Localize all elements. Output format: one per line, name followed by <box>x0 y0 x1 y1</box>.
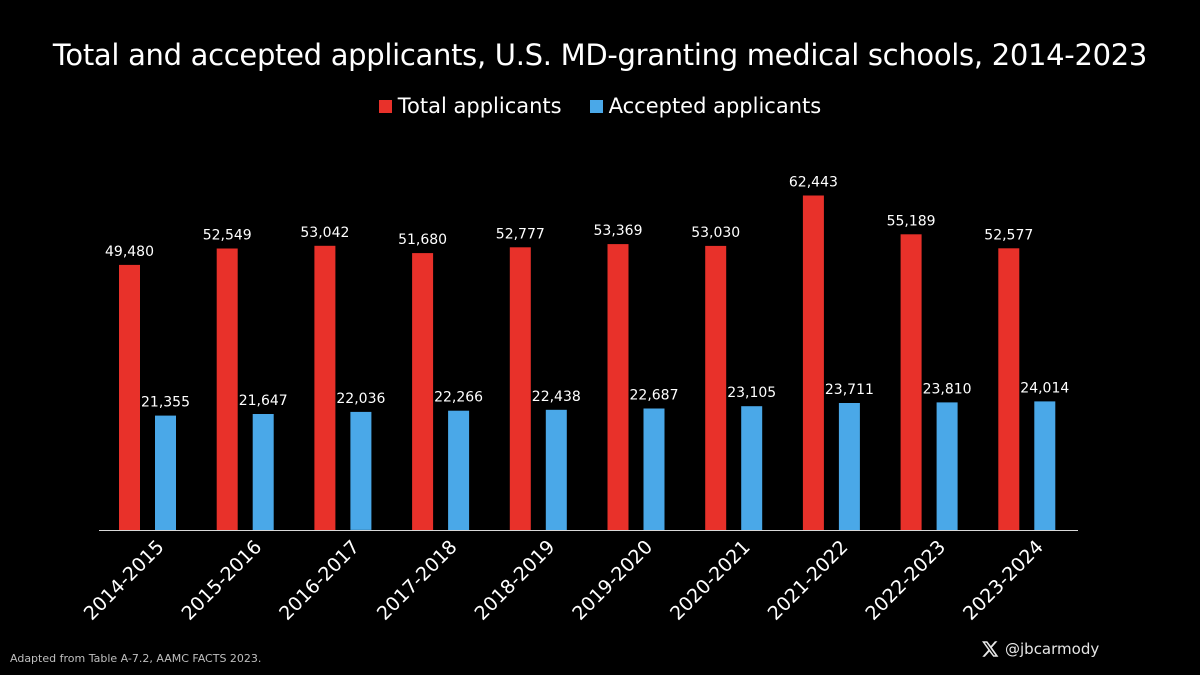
data-label-accepted: 22,036 <box>336 391 385 407</box>
data-label-total: 62,443 <box>789 175 838 191</box>
bar-accepted-applicants <box>1034 401 1056 530</box>
x-logo-icon <box>982 641 999 657</box>
x-tick-label: 2018-2019 <box>471 536 560 625</box>
author-handle: @jbcarmody <box>982 640 1099 658</box>
legend-swatch-total <box>378 99 392 113</box>
data-label-accepted: 22,687 <box>630 388 679 404</box>
bar-accepted-applicants <box>448 410 470 530</box>
legend-swatch-accepted <box>589 99 603 113</box>
data-label-total: 53,042 <box>300 225 349 241</box>
data-label-accepted: 22,438 <box>532 389 581 405</box>
x-tick-label: 2016-2017 <box>275 536 364 625</box>
bar-accepted-applicants <box>252 414 274 530</box>
x-tick-label: 2017-2018 <box>373 536 462 625</box>
legend-label-accepted: Accepted applicants <box>608 94 822 118</box>
chart-title: Total and accepted applicants, U.S. MD-g… <box>52 38 1148 72</box>
bar-accepted-applicants <box>741 406 763 530</box>
bar-total-applicants <box>705 245 727 530</box>
data-label-total: 49,480 <box>105 244 154 260</box>
bar-accepted-applicants <box>838 403 860 530</box>
x-tick-label: 2015-2016 <box>177 536 266 625</box>
data-label-total: 53,369 <box>594 223 643 239</box>
data-label-accepted: 24,014 <box>1020 380 1069 396</box>
bar-accepted-applicants <box>155 415 176 530</box>
bar-total-applicants <box>607 244 629 530</box>
bar-accepted-applicants <box>350 411 372 530</box>
data-label-accepted: 23,711 <box>825 382 874 398</box>
author-handle-text: @jbcarmody <box>1005 640 1100 658</box>
data-label-total: 52,577 <box>984 227 1033 243</box>
bar-total-applicants <box>216 248 238 530</box>
data-label-total: 52,549 <box>203 228 252 244</box>
x-tick-label: 2019-2020 <box>568 536 657 625</box>
data-label-total: 52,777 <box>496 226 545 242</box>
bar-total-applicants <box>900 234 922 531</box>
bar-total-applicants <box>314 245 336 531</box>
bar-total-applicants <box>802 195 824 530</box>
x-tick-label: 2022-2023 <box>861 536 950 625</box>
source-note: Adapted from Table A-7.2, AAMC FACTS 202… <box>10 652 262 665</box>
bar-accepted-applicants <box>545 409 567 530</box>
legend: Total applicants Accepted applicants <box>0 94 1200 118</box>
bar-accepted-applicants <box>643 408 665 530</box>
bar-accepted-applicants <box>936 402 958 530</box>
data-label-accepted: 23,810 <box>923 381 972 397</box>
x-tick-label: 2023-2024 <box>959 536 1048 625</box>
data-label-accepted: 21,355 <box>141 395 190 411</box>
bar-total-applicants <box>119 264 140 530</box>
data-label-total: 51,680 <box>398 232 447 248</box>
legend-item-accepted: Accepted applicants <box>589 94 822 118</box>
x-tick-label: 2021-2022 <box>764 536 853 625</box>
bar-total-applicants <box>998 248 1020 531</box>
legend-label-total: Total applicants <box>397 94 562 118</box>
bar-total-applicants <box>509 247 531 531</box>
x-tick-label: 2020-2021 <box>666 536 755 625</box>
x-tick-label: 2014-2015 <box>80 536 169 625</box>
data-label-accepted: 23,105 <box>727 385 776 401</box>
legend-item-total: Total applicants <box>378 94 562 118</box>
data-label-total: 53,030 <box>691 225 740 241</box>
data-label-accepted: 22,266 <box>434 390 483 406</box>
data-label-total: 55,189 <box>887 213 936 229</box>
data-label-accepted: 21,647 <box>239 393 288 409</box>
bar-total-applicants <box>412 253 434 530</box>
